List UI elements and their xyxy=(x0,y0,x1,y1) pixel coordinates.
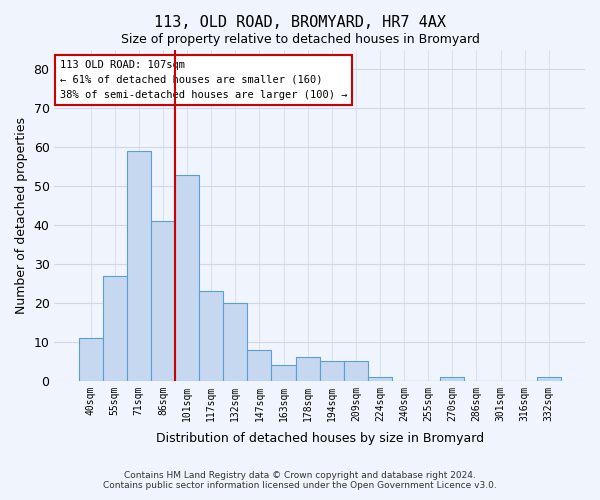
Text: Contains HM Land Registry data © Crown copyright and database right 2024.
Contai: Contains HM Land Registry data © Crown c… xyxy=(103,470,497,490)
Bar xyxy=(127,151,151,381)
Text: 113 OLD ROAD: 107sqm
← 61% of detached houses are smaller (160)
38% of semi-deta: 113 OLD ROAD: 107sqm ← 61% of detached h… xyxy=(60,60,347,100)
Bar xyxy=(79,338,103,381)
Bar xyxy=(199,292,223,381)
Bar xyxy=(440,377,464,381)
Bar xyxy=(151,221,175,381)
Y-axis label: Number of detached properties: Number of detached properties xyxy=(15,117,28,314)
Bar xyxy=(175,174,199,381)
Bar xyxy=(296,358,320,381)
Bar xyxy=(271,365,296,381)
Bar xyxy=(247,350,271,381)
Bar xyxy=(537,377,561,381)
Bar xyxy=(223,303,247,381)
Bar xyxy=(344,362,368,381)
Bar xyxy=(320,362,344,381)
X-axis label: Distribution of detached houses by size in Bromyard: Distribution of detached houses by size … xyxy=(155,432,484,445)
Bar xyxy=(368,377,392,381)
Text: 113, OLD ROAD, BROMYARD, HR7 4AX: 113, OLD ROAD, BROMYARD, HR7 4AX xyxy=(154,15,446,30)
Bar xyxy=(103,276,127,381)
Text: Size of property relative to detached houses in Bromyard: Size of property relative to detached ho… xyxy=(121,32,479,46)
